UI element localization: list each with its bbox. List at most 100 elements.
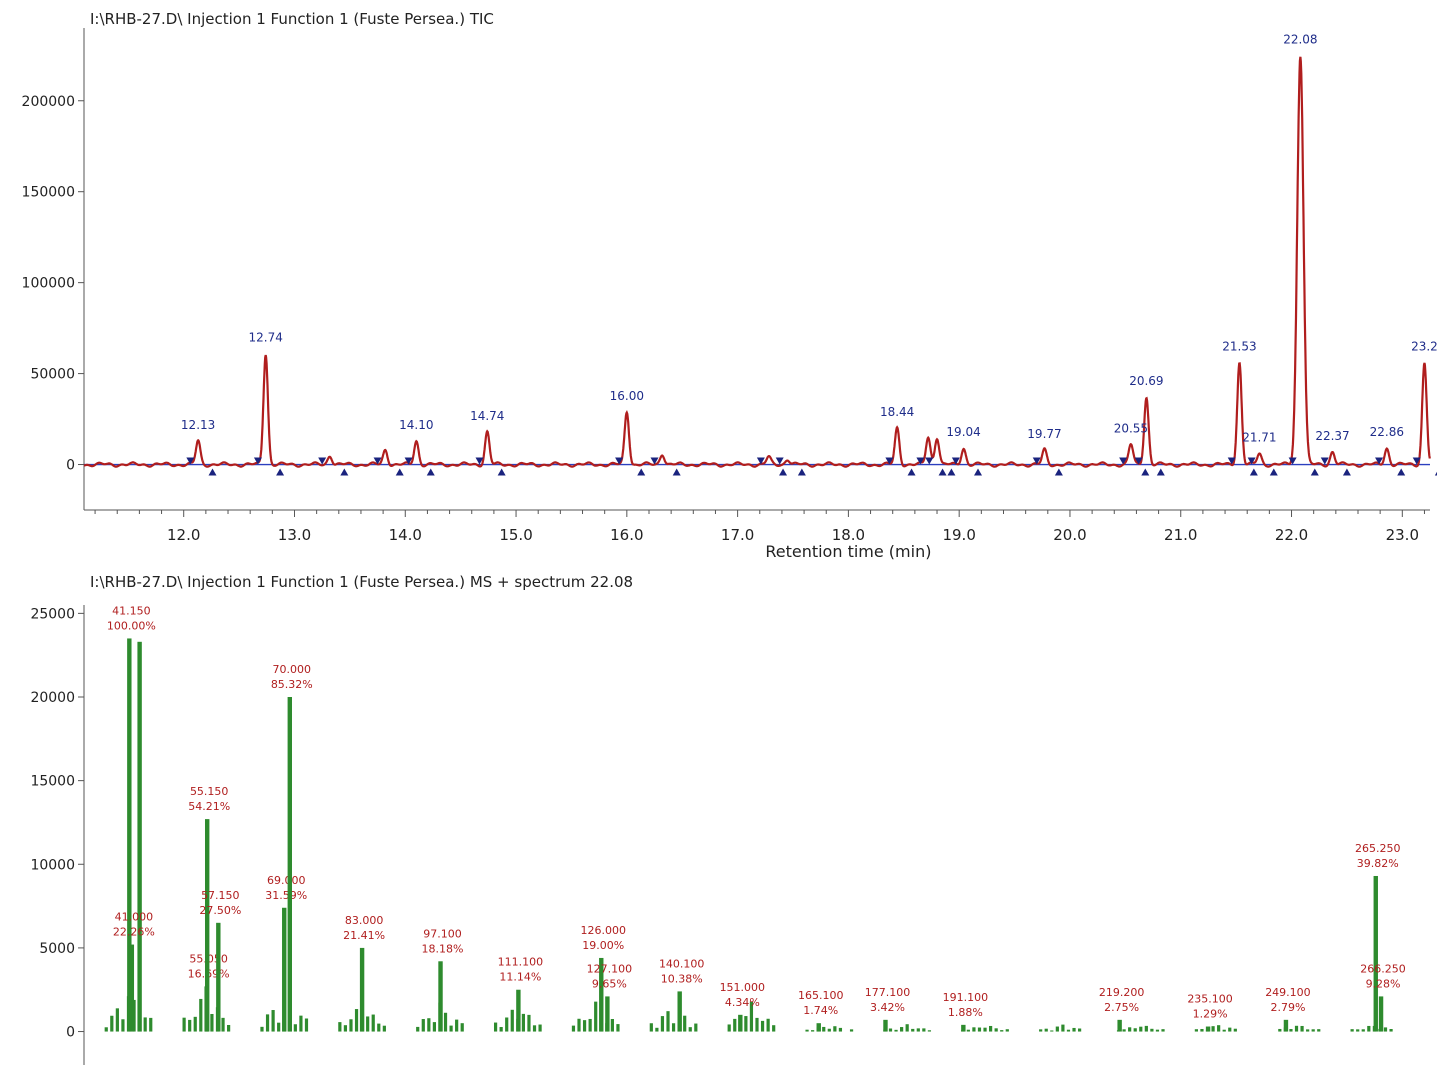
tic-y-tick-label: 200000 <box>22 94 75 110</box>
tic-peak: 12.13 <box>181 418 217 476</box>
tic-peak <box>925 457 956 476</box>
ms-peak-mz-label: 70.000 <box>273 663 312 676</box>
ms-fragment-bar <box>1000 1030 1004 1032</box>
tic-peak <box>916 457 947 476</box>
tic-peak: 23.2 <box>1411 340 1437 476</box>
ms-peak-pct-label: 39.82% <box>1357 857 1399 870</box>
tic-peak-end-marker <box>1054 468 1063 476</box>
tic-peak-start-marker <box>1032 457 1041 465</box>
ms-fragment-bar <box>571 1025 576 1032</box>
ms-peak: 140.100 10.38% <box>659 957 704 1032</box>
ms-fragment-bar <box>132 999 136 1032</box>
tic-peak: 20.55 <box>1114 422 1150 476</box>
ms-fragment-bar <box>1383 1027 1388 1032</box>
ms-peak-mz-label: 83.000 <box>345 914 384 927</box>
ms-fragment-bar <box>449 1025 453 1032</box>
tic-peak-end-marker <box>947 468 956 476</box>
ms-fragment-bar <box>1155 1029 1160 1032</box>
ms-peak-bar <box>961 1024 966 1032</box>
tic-peak-end-marker <box>497 468 506 476</box>
ms-fragment-bar <box>588 1018 592 1032</box>
tic-peak: 21.71 <box>1242 431 1278 476</box>
ms-fragment-bar <box>927 1030 932 1032</box>
ms-fragment-bar <box>994 1028 998 1032</box>
tic-peak-start-marker <box>925 457 934 465</box>
ms-fragment-bar <box>499 1027 503 1032</box>
tic-peak-start-marker <box>404 457 413 465</box>
ms-peak-mz-label: 126.000 <box>581 924 627 937</box>
tic-peak-start-marker <box>1288 457 1297 465</box>
ms-fragment-bar <box>382 1025 386 1032</box>
ms-fragment-bar <box>121 1019 125 1032</box>
ms-fragment-bar <box>1055 1026 1059 1032</box>
ms-peak: 265.250 39.82% <box>1355 842 1401 1032</box>
ms-peak: 70.000 85.32% <box>271 663 313 1032</box>
tic-x-tick-label: 21.0 <box>1164 526 1197 544</box>
ms-fragment-bar <box>1228 1027 1232 1032</box>
ms-peak: 83.000 21.41% <box>343 914 385 1032</box>
ms-fragment-bar <box>443 1012 448 1032</box>
ms-fragment-bar <box>649 1023 653 1032</box>
ms-peak: 177.100 3.42% <box>865 986 910 1032</box>
ms-peak: 165.100 1.74% <box>798 989 843 1032</box>
ms-fragment-bar <box>766 1018 770 1032</box>
tic-peak-start-marker <box>318 457 327 465</box>
tic-x-tick-label: 14.0 <box>389 526 422 544</box>
tic-x-tick-label: 23.0 <box>1386 526 1419 544</box>
tic-peak-end-marker <box>1141 468 1150 476</box>
tic-peak-label: 12.74 <box>249 331 283 345</box>
ms-fragment-bar <box>304 1018 309 1032</box>
ms-fragment-bar <box>922 1028 926 1032</box>
ms-peak-bar <box>282 907 287 1032</box>
ms-peak-bar <box>287 697 292 1032</box>
ms-peak-mz-label: 55.150 <box>190 785 229 798</box>
ms-fragment-bar <box>582 1020 587 1032</box>
tic-peak <box>373 457 404 476</box>
ms-fragment-bar <box>1217 1025 1221 1032</box>
tic-peak: 20.69 <box>1129 374 1165 476</box>
ms-fragment-bar <box>1044 1028 1048 1032</box>
ms-peak: 55.150 54.21% <box>188 785 230 1032</box>
tic-peak-label: 21.53 <box>1222 340 1256 354</box>
ms-fragment-bar <box>354 1009 359 1032</box>
ms-fragment-bar <box>260 1026 264 1032</box>
ms-peak: 69.000 31.59% <box>265 874 307 1032</box>
ms-fragment-bar <box>1072 1027 1076 1032</box>
tic-peak: 18.44 <box>880 405 916 476</box>
ms-fragment-bar <box>827 1028 831 1032</box>
ms-peak-bar <box>204 819 210 1032</box>
ms-peak-pct-label: 11.14% <box>499 971 541 984</box>
tic-peak-end-marker <box>797 468 806 476</box>
ms-peak-bar <box>1205 1026 1211 1032</box>
tic-chart-title: I:\RHB-27.D\ Injection 1 Function 1 (Fus… <box>90 10 494 28</box>
tic-x-tick-label: 18.0 <box>832 526 865 544</box>
tic-peak-start-marker <box>1119 457 1128 465</box>
ms-fragment-bar <box>1139 1026 1143 1032</box>
tic-x-tick-label: 15.0 <box>499 526 532 544</box>
ms-fragment-bar <box>1211 1026 1215 1032</box>
tic-peak-end-marker <box>779 468 788 476</box>
ms-fragment-bar <box>894 1029 898 1032</box>
ms-peak-mz-label: 111.100 <box>498 956 544 969</box>
ms-fragment-bar <box>182 1017 186 1032</box>
ms-fragment-bar <box>727 1024 731 1032</box>
ms-fragment-bar <box>610 1019 614 1032</box>
ms-fragment-bar <box>888 1028 893 1032</box>
tic-peak: 22.37 <box>1315 429 1351 476</box>
tic-peak-end-marker <box>340 468 349 476</box>
tic-peak-start-marker <box>756 457 765 465</box>
ms-fragment-bar <box>521 1013 525 1032</box>
ms-peak: 151.000 4.34% <box>720 981 765 1032</box>
tic-x-tick-label: 16.0 <box>610 526 643 544</box>
ms-peak: 41.000 22.26% <box>113 911 155 1032</box>
ms-fragment-bar <box>744 1016 748 1032</box>
ms-fragment-bar <box>293 1024 297 1032</box>
ms-fragment-bar <box>493 1022 498 1032</box>
ms-peak-mz-label: 69.000 <box>267 874 306 887</box>
tic-peak: 16.00 <box>610 389 646 476</box>
ms-fragment-bar <box>199 998 203 1032</box>
ms-peak-mz-label: 41.000 <box>115 911 154 924</box>
tic-x-tick-label: 19.0 <box>942 526 975 544</box>
ms-fragment-bar <box>1133 1028 1137 1032</box>
ms-fragment-bar <box>983 1027 987 1032</box>
